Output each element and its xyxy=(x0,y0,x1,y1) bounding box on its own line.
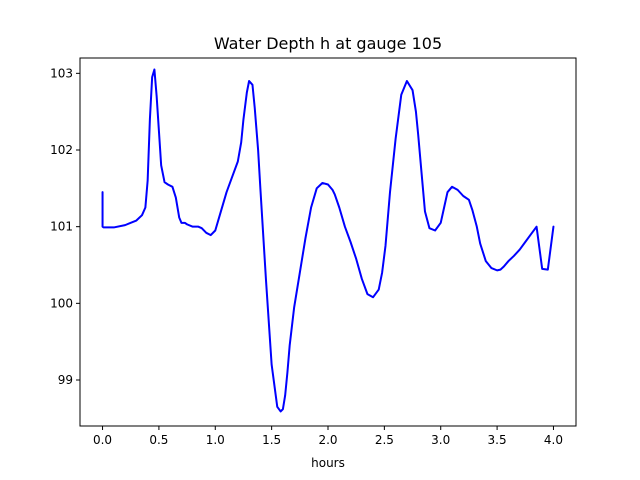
x-tick-label: 0.5 xyxy=(149,433,168,447)
y-tick-label: 103 xyxy=(50,66,73,80)
y-tick-label: 102 xyxy=(50,143,73,157)
x-tick-label: 0.0 xyxy=(93,433,112,447)
x-axis-ticks: 0.0 0.5 1.0 1.5 2.0 2.5 3.0 3.5 4.0 xyxy=(93,426,563,447)
x-axis-label: hours xyxy=(311,456,345,470)
x-tick-label: 1.0 xyxy=(206,433,225,447)
series-line xyxy=(101,68,555,413)
y-axis-ticks: 99 100 101 102 103 xyxy=(50,66,80,387)
chart-title: Water Depth h at gauge 105 xyxy=(214,34,442,53)
x-tick-label: 2.5 xyxy=(375,433,394,447)
x-tick-label: 3.5 xyxy=(488,433,507,447)
plot-area-frame xyxy=(79,57,577,427)
x-tick-label: 2.0 xyxy=(318,433,337,447)
x-tick-label: 3.0 xyxy=(431,433,450,447)
y-tick-label: 101 xyxy=(50,220,73,234)
y-tick-label: 100 xyxy=(50,296,73,310)
x-tick-label: 4.0 xyxy=(544,433,563,447)
y-tick-label: 99 xyxy=(58,373,73,387)
x-tick-label: 1.5 xyxy=(262,433,281,447)
